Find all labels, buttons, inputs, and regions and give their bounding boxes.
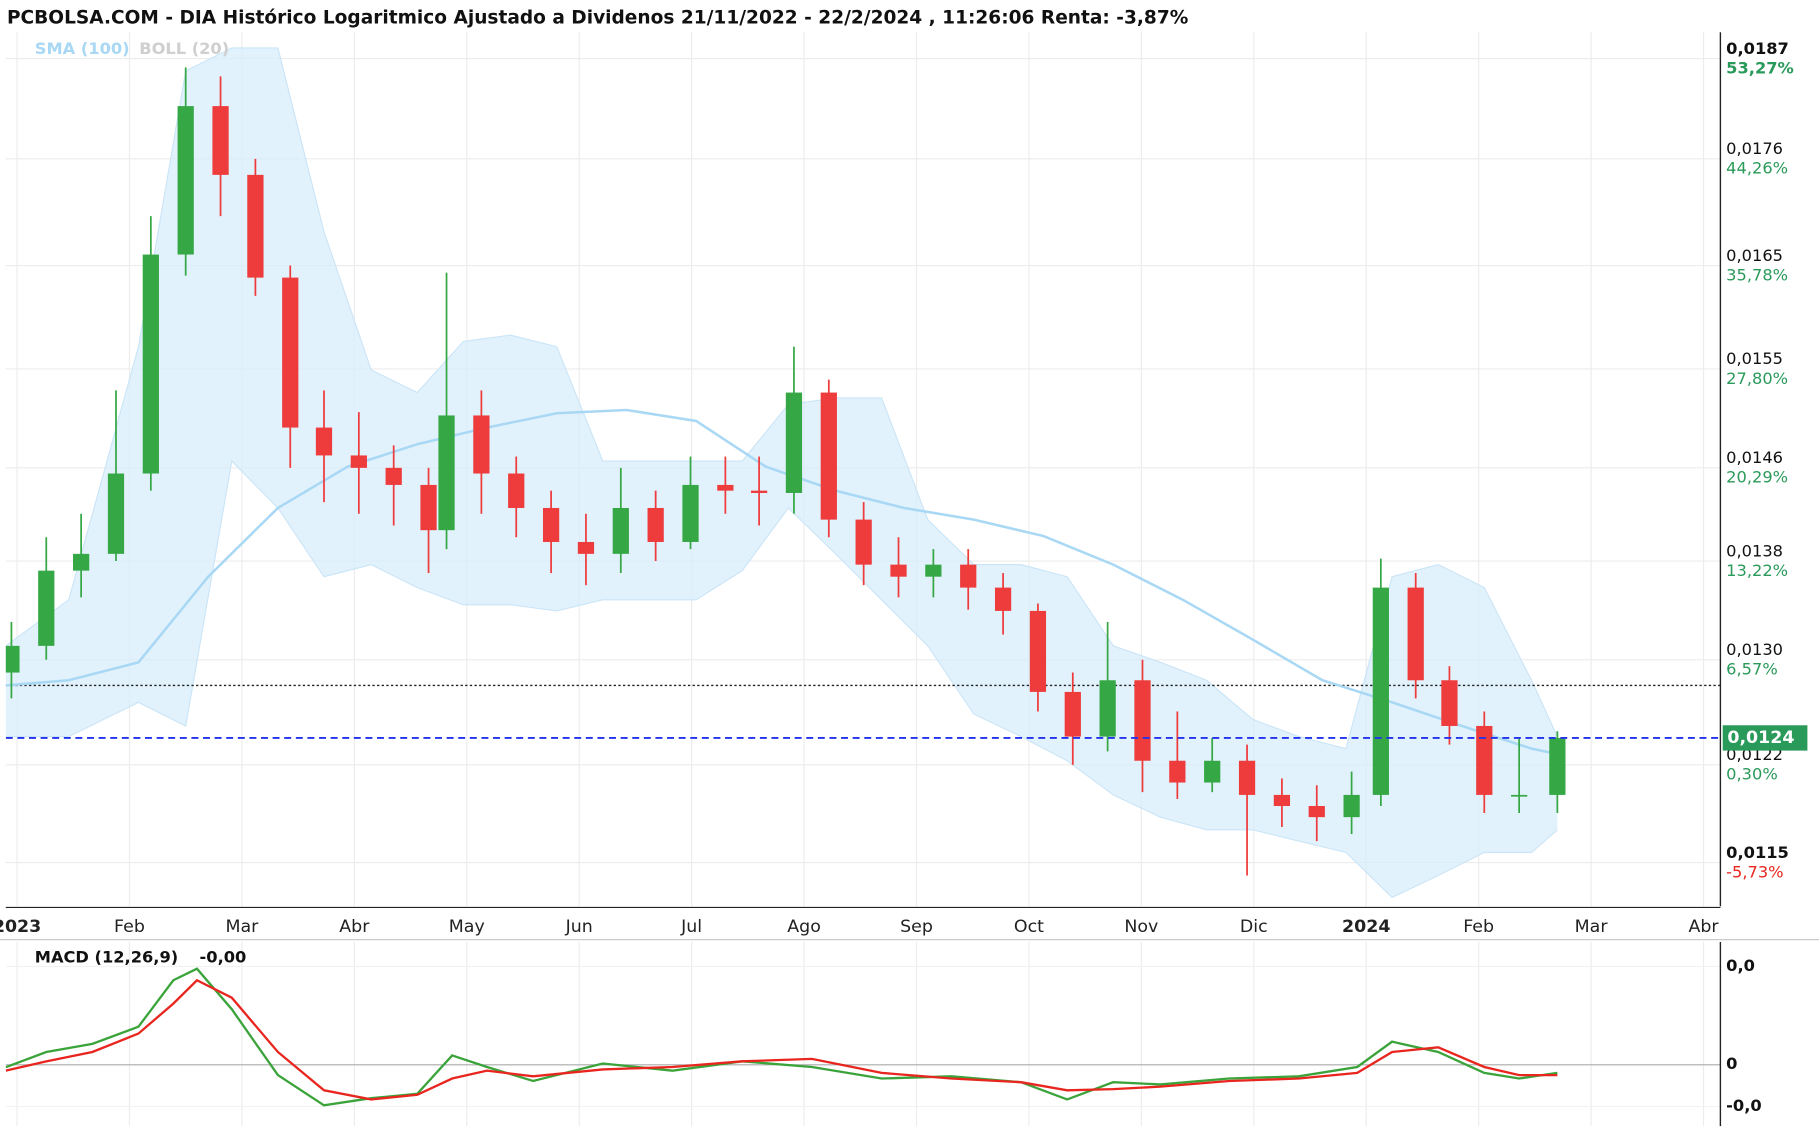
x-tick-label: Mar (1575, 917, 1609, 937)
macd-plot-area (5, 967, 1558, 1107)
candle-body (385, 467, 402, 485)
candle-body (682, 484, 699, 542)
current-price-label: 0,0124 (1727, 728, 1794, 748)
candle-body (820, 392, 837, 520)
y-tick-label: 0,0138 (1726, 541, 1783, 560)
x-tick-label: Nov (1124, 917, 1158, 937)
candle-body (1343, 794, 1360, 818)
y-tick-label: 0,0115 (1726, 843, 1789, 862)
x-tick-label: 2023 (0, 917, 41, 937)
y-tick-label: 0,0187 (1726, 39, 1789, 58)
x-tick-label: Abr (339, 917, 370, 937)
candle-body (1273, 794, 1291, 806)
axes: 2023 Feb Mar Abr May Jun Jul Ago Sep Oct Nov Dic 202… (0, 39, 1808, 1115)
candle-body (925, 564, 942, 577)
candle-body (612, 507, 629, 554)
candle-body (1511, 794, 1528, 797)
candle-body (785, 392, 803, 493)
y-return-label: 27,80% (1726, 369, 1788, 388)
candle-body (960, 564, 977, 588)
candle-body (315, 427, 333, 456)
y-tick-label: 0,0130 (1726, 640, 1783, 659)
candle-body (1549, 737, 1566, 795)
candle-body (1476, 725, 1493, 795)
candle-body (282, 277, 299, 428)
legend-boll: BOLL (20) (139, 39, 229, 58)
x-tick-label: Jun (565, 917, 593, 937)
y-return-label: -5,73% (1726, 862, 1783, 881)
legend-sma: SMA (100) (35, 39, 130, 58)
candle-body (1169, 760, 1186, 783)
candle-body (1064, 691, 1081, 737)
x-tick-label: Mar (225, 917, 259, 937)
candle-body (1134, 680, 1151, 761)
macd-y-tick-label: 0,0 (1726, 956, 1755, 975)
candle-body (1308, 805, 1325, 818)
macd-value: -0,00 (200, 948, 247, 967)
candle-body (508, 473, 525, 508)
candle-body (577, 541, 595, 554)
y-return-label: 44,26% (1726, 159, 1788, 178)
candle-body (717, 484, 734, 491)
chart-title: PCBOLSA.COM - DIA Histórico Logaritmico … (7, 7, 1188, 28)
macd-line (5, 967, 1558, 1107)
y-return-label: 13,22% (1726, 561, 1788, 580)
candle-body (473, 415, 490, 474)
candle-body (350, 455, 367, 468)
macd-y-tick-label: 0 (1726, 1054, 1737, 1073)
y-tick-label: 0,0176 (1726, 139, 1783, 158)
x-tick-label: Oct (1014, 917, 1044, 937)
candle-body (1407, 587, 1424, 681)
candle-body (247, 174, 264, 278)
candle-body (994, 587, 1012, 611)
x-tick-label: Sep (900, 917, 933, 937)
candle-body (177, 106, 194, 255)
plot-area (5, 47, 1721, 899)
y-tick-label: 0,0155 (1726, 349, 1783, 368)
candle-body (890, 564, 907, 577)
x-tick-label: 2024 (1342, 917, 1390, 937)
macd-line (5, 978, 1558, 1101)
y-return-label: 6,57% (1726, 660, 1778, 679)
candle-body (855, 519, 872, 565)
x-tick-label: Ago (787, 917, 821, 937)
candle-body (1441, 680, 1458, 726)
x-tick-label: Jul (680, 917, 702, 937)
candle-body (142, 254, 159, 474)
bollinger-upper (5, 47, 1558, 750)
candle-body (5, 645, 20, 673)
x-tick-label: Feb (114, 917, 145, 937)
candle-body (542, 507, 560, 542)
x-tick-label: Dic (1240, 917, 1268, 937)
candle-body (1099, 680, 1116, 737)
y-return-label: 20,29% (1726, 468, 1788, 487)
candle-body (73, 553, 90, 571)
y-tick-label: 0,0146 (1726, 448, 1783, 467)
candle-body (420, 484, 437, 531)
candle-body (438, 415, 455, 531)
y-tick-label: 0,0165 (1726, 246, 1783, 265)
x-tick-label: May (449, 917, 485, 937)
x-tick-label: Feb (1463, 917, 1494, 937)
bollinger-lower (5, 459, 1558, 899)
candle-body (647, 507, 664, 542)
candle-body (107, 473, 125, 554)
x-tick-label: Abr (1688, 917, 1719, 937)
candle-body (750, 490, 768, 493)
candle-body (1372, 587, 1389, 795)
candle-body (212, 106, 229, 175)
y-return-label: 0,30% (1726, 765, 1778, 784)
macd-title: MACD (12,26,9) (35, 948, 178, 967)
y-return-label: 53,27% (1726, 58, 1794, 77)
candle-body (1204, 760, 1221, 783)
current-price-box (1722, 725, 1808, 751)
candle-body (38, 570, 55, 646)
candle-body (1238, 760, 1256, 795)
y-return-label: 35,78% (1726, 265, 1788, 284)
macd-y-tick-label: -0,0 (1726, 1096, 1762, 1115)
candle-body (1029, 610, 1047, 692)
